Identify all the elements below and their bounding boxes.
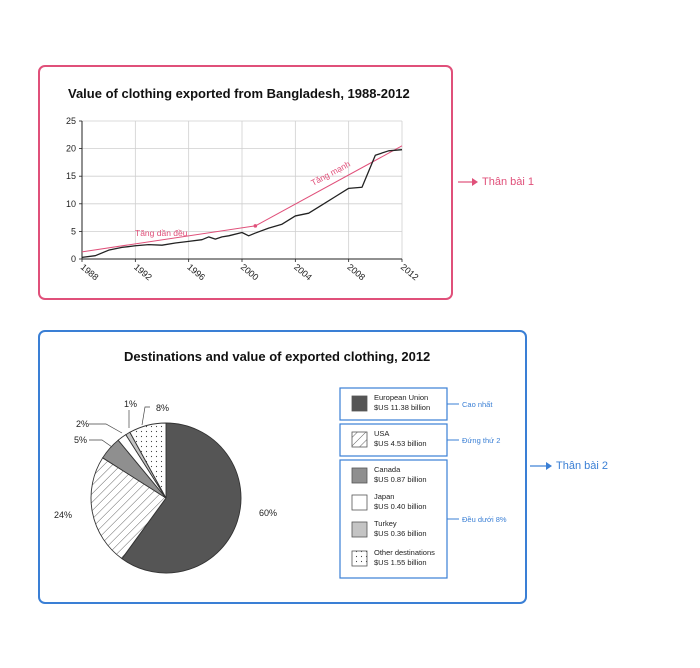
x-tick-label: 2012 <box>399 262 421 283</box>
legend-swatch <box>351 395 368 412</box>
line-chart-title: Value of clothing exported from Banglade… <box>68 86 410 101</box>
line-chart-panel <box>38 65 453 300</box>
legend-label: USA <box>374 429 389 438</box>
legend-value: $US 0.40 billion <box>374 502 427 511</box>
x-tick-label: 2004 <box>292 262 314 283</box>
legend-swatch <box>351 431 368 448</box>
pie-leader-line <box>89 423 123 434</box>
pie-percent-label: 24% <box>54 510 72 520</box>
legend-value: $US 4.53 billion <box>374 439 427 448</box>
x-tick-label: 2008 <box>345 262 367 283</box>
legend-group-note: Đứng thứ 2 <box>462 436 500 445</box>
annotation-steady: Tăng dần đều <box>135 228 188 238</box>
legend-label: Canada <box>374 465 401 474</box>
legend-group-note: Cao nhất <box>462 400 493 409</box>
legend-label: Turkey <box>374 519 397 528</box>
side-label-body-2: Thân bài 2 <box>556 460 608 472</box>
legend-group-note: Đều dưới 8% <box>462 515 507 524</box>
y-tick-label: 25 <box>66 116 76 126</box>
x-tick-label: 1992 <box>132 262 154 283</box>
legend-value: $US 11.38 billion <box>374 403 430 412</box>
side-label-body-1: Thân bài 1 <box>482 176 534 188</box>
pie-percent-label: 8% <box>156 403 169 413</box>
arrow-head-2 <box>546 462 552 470</box>
legend-value: $US 1.55 billion <box>374 558 427 567</box>
annotation-sharp: Tăng mạnh <box>309 159 352 188</box>
x-tick-label: 1988 <box>79 262 101 283</box>
y-tick-label: 10 <box>66 199 76 209</box>
legend-swatch <box>351 550 368 567</box>
pie-leader-line <box>89 439 113 448</box>
pie-slice-usa <box>90 457 167 560</box>
trend-joint-marker <box>253 224 258 228</box>
trend-line-steady <box>81 225 256 253</box>
x-tick-label: 2000 <box>239 262 261 283</box>
pie-percent-label: 2% <box>76 419 89 429</box>
series-line <box>81 149 403 258</box>
legend-swatch <box>351 467 368 484</box>
arrow-head-1 <box>472 178 478 186</box>
pie-percent-label: 5% <box>74 435 87 445</box>
pie-slice-european-union <box>121 422 242 574</box>
y-tick-label: 5 <box>71 226 76 236</box>
legend-swatch <box>351 494 368 511</box>
pie-chart-title: Destinations and value of exported cloth… <box>124 349 431 364</box>
legend-swatch <box>351 521 368 538</box>
pie-leader-line <box>141 406 150 426</box>
legend-value: $US 0.36 billion <box>374 529 427 538</box>
legend-label: European Union <box>374 393 428 402</box>
pie-percent-label: 60% <box>259 508 277 518</box>
y-tick-label: 15 <box>66 171 76 181</box>
pie-slice-other-destinations <box>129 422 167 499</box>
y-tick-label: 20 <box>66 144 76 154</box>
trend-line-sharp <box>255 145 403 227</box>
legend-label: Other destinations <box>374 548 435 557</box>
legend-label: Japan <box>374 492 394 501</box>
legend-value: $US 0.87 billion <box>374 475 427 484</box>
y-tick-label: 0 <box>71 254 76 264</box>
x-tick-label: 1996 <box>185 262 207 283</box>
pie-percent-label: 1% <box>124 399 137 409</box>
